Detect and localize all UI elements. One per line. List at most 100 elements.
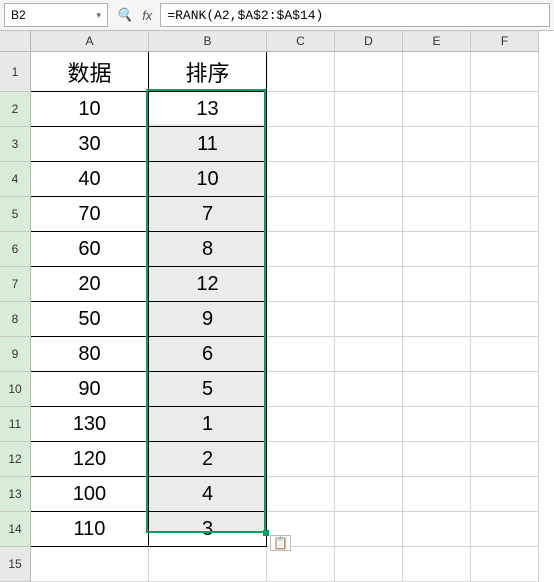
cell-A6[interactable]: 60 [31,232,149,267]
cell-A9[interactable]: 80 [31,337,149,372]
cell-E9[interactable] [403,337,471,372]
cell-D10[interactable] [335,372,403,407]
cell-E1[interactable] [403,52,471,92]
cell-F5[interactable] [471,197,539,232]
cell-C3[interactable] [267,127,335,162]
cell-D12[interactable] [335,442,403,477]
search-icon[interactable]: 🔍 [114,7,134,23]
col-head-A[interactable]: A [31,31,149,52]
cell-C5[interactable] [267,197,335,232]
cell-C7[interactable] [267,267,335,302]
col-head-E[interactable]: E [403,31,471,52]
name-box[interactable]: B2 ▾ [4,3,108,27]
cell-C13[interactable] [267,477,335,512]
cell-F1[interactable] [471,52,539,92]
cell-E2[interactable] [403,92,471,127]
cell-B11[interactable]: 1 [149,407,267,442]
cell-C1[interactable] [267,52,335,92]
cell-F14[interactable] [471,512,539,547]
cell-D8[interactable] [335,302,403,337]
cell-D14[interactable] [335,512,403,547]
cell-A11[interactable]: 130 [31,407,149,442]
cell-F13[interactable] [471,477,539,512]
cell-F9[interactable] [471,337,539,372]
cell-F8[interactable] [471,302,539,337]
cell-F10[interactable] [471,372,539,407]
cell-E14[interactable] [403,512,471,547]
row-head-10[interactable]: 10 [0,372,31,407]
cell-A13[interactable]: 100 [31,477,149,512]
cell-B3[interactable]: 11 [149,127,267,162]
cell-E12[interactable] [403,442,471,477]
col-head-D[interactable]: D [335,31,403,52]
cell-A8[interactable]: 50 [31,302,149,337]
row-head-8[interactable]: 8 [0,302,31,337]
cell-F4[interactable] [471,162,539,197]
name-box-dropdown-icon[interactable]: ▾ [96,10,101,21]
cell-E5[interactable] [403,197,471,232]
cell-D4[interactable] [335,162,403,197]
cell-F2[interactable] [471,92,539,127]
cell-E7[interactable] [403,267,471,302]
cell-B6[interactable]: 8 [149,232,267,267]
cell-C12[interactable] [267,442,335,477]
cell-A1[interactable]: 数据 [31,52,149,92]
row-head-6[interactable]: 6 [0,232,31,267]
cell-C9[interactable] [267,337,335,372]
cell-F12[interactable] [471,442,539,477]
cell-C11[interactable] [267,407,335,442]
row-head-14[interactable]: 14 [0,512,31,547]
fx-label[interactable]: fx [140,8,154,23]
spreadsheet-grid[interactable]: A B C D E F 1 数据 排序 21013 33011 44010 57… [0,31,554,582]
row-head-13[interactable]: 13 [0,477,31,512]
cell-D7[interactable] [335,267,403,302]
cell-D1[interactable] [335,52,403,92]
cell-D5[interactable] [335,197,403,232]
cell-B9[interactable]: 6 [149,337,267,372]
cell-B2[interactable]: 13 [149,92,267,127]
row-head-9[interactable]: 9 [0,337,31,372]
cell-F6[interactable] [471,232,539,267]
cell-B7[interactable]: 12 [149,267,267,302]
cell-B10[interactable]: 5 [149,372,267,407]
cell-F11[interactable] [471,407,539,442]
cell-E3[interactable] [403,127,471,162]
cell-E10[interactable] [403,372,471,407]
cell-A7[interactable]: 20 [31,267,149,302]
cell-B13[interactable]: 4 [149,477,267,512]
cell-C10[interactable] [267,372,335,407]
row-head-4[interactable]: 4 [0,162,31,197]
cell-A4[interactable]: 40 [31,162,149,197]
cell-A10[interactable]: 90 [31,372,149,407]
paste-options-icon[interactable]: 📋 [270,535,291,551]
cell-B14[interactable]: 3 [149,512,267,547]
cell-A3[interactable]: 30 [31,127,149,162]
col-head-B[interactable]: B [149,31,267,52]
cell-E11[interactable] [403,407,471,442]
cell-D6[interactable] [335,232,403,267]
cell-E13[interactable] [403,477,471,512]
cell-D2[interactable] [335,92,403,127]
cell-B5[interactable]: 7 [149,197,267,232]
row-head-5[interactable]: 5 [0,197,31,232]
cell-D13[interactable] [335,477,403,512]
cell-F7[interactable] [471,267,539,302]
cell-E4[interactable] [403,162,471,197]
row-head-11[interactable]: 11 [0,407,31,442]
cell-D11[interactable] [335,407,403,442]
cell-A5[interactable]: 70 [31,197,149,232]
cell-B1[interactable]: 排序 [149,52,267,92]
cell-B4[interactable]: 10 [149,162,267,197]
row-head-1[interactable]: 1 [0,52,31,92]
cell-B8[interactable]: 9 [149,302,267,337]
select-all-corner[interactable] [0,31,31,52]
col-head-F[interactable]: F [471,31,539,52]
cell-E8[interactable] [403,302,471,337]
row-head-12[interactable]: 12 [0,442,31,477]
cell-D3[interactable] [335,127,403,162]
col-head-C[interactable]: C [267,31,335,52]
cell-D9[interactable] [335,337,403,372]
row-head-3[interactable]: 3 [0,127,31,162]
formula-bar[interactable]: =RANK(A2,$A$2:$A$14) [160,3,550,27]
row-head-2[interactable]: 2 [0,92,31,127]
